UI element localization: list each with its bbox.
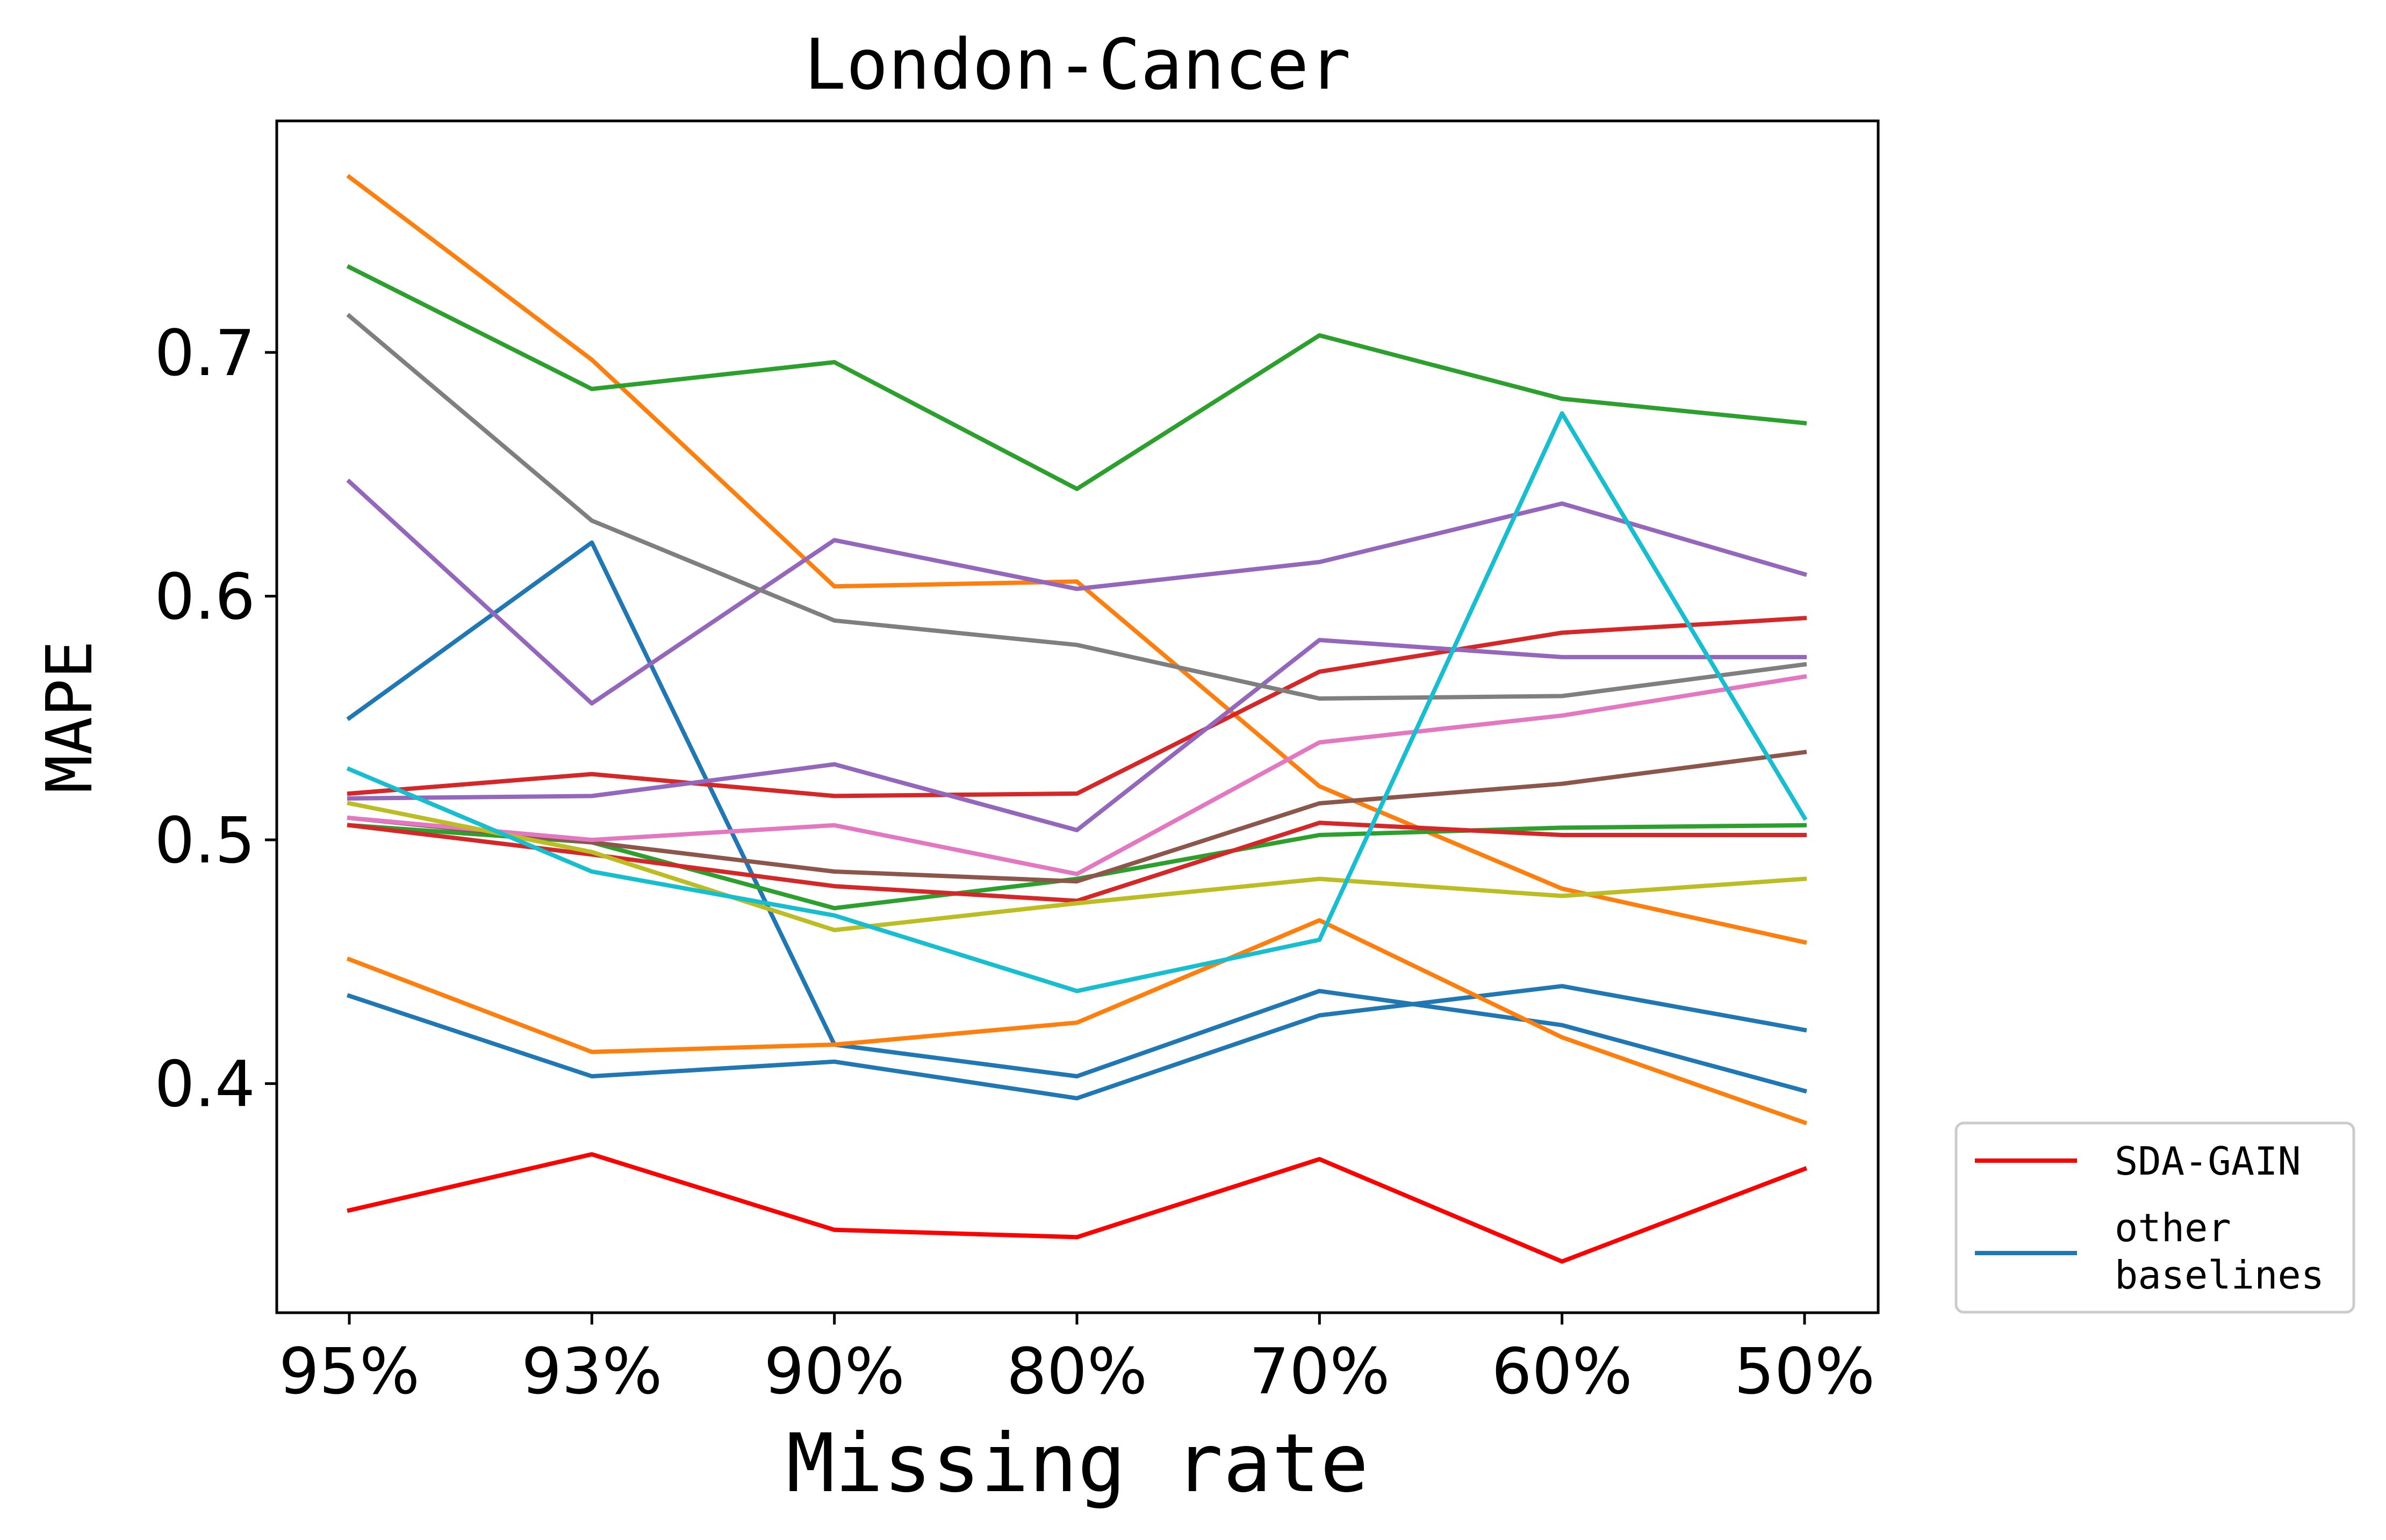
x-axis: 95% 93% 90% 80% 70% 60% 50% [279,1313,1875,1408]
x-tick-label: 70% [1249,1334,1390,1408]
y-tick-label: 0.7 [154,316,255,390]
series-line-baseline-8 [347,821,1807,903]
series-line-baseline-11 [347,750,1807,884]
legend-label: SDA-GAIN [2115,1139,2301,1184]
x-tick-label: 93% [521,1334,662,1408]
series-line-baseline-2 [346,984,1807,1100]
series-line-sda-gain [347,1152,1808,1264]
series-line-baseline-3 [346,174,1807,945]
y-tick-label: 0.4 [154,1047,255,1121]
chart-title: London-Cancer [804,24,1350,105]
x-tick-label: 60% [1492,1334,1633,1408]
x-axis-label: Missing rate [786,1417,1369,1510]
series-line-baseline-5 [346,264,1807,491]
series-line-baseline-1 [346,540,1807,1094]
x-tick-label: 90% [764,1334,905,1408]
series-line-baseline-9 [346,478,1807,706]
legend-label: other baselines [2115,1205,2324,1298]
series-line-baseline-13 [346,313,1807,701]
series-line-baseline-12 [347,674,1807,876]
series-line-baseline-14 [347,801,1807,932]
x-tick-label: 50% [1734,1334,1875,1408]
y-tick-label: 0.6 [154,559,255,634]
y-axis: 0.4 0.5 0.6 0.7 [154,316,277,1121]
series-line-baseline-15 [346,411,1808,994]
legend-frame [1954,1121,2355,1314]
series-layer [346,174,1808,1264]
legend: SDA-GAIN other baselines [1954,1121,2355,1314]
y-tick-label: 0.5 [154,803,255,877]
series-line-baseline-7 [347,616,1807,798]
plot-frame [275,119,1880,1314]
series-line-baseline-10 [347,638,1807,832]
y-axis-label: MAPE [32,641,106,793]
x-tick-label: 95% [279,1334,420,1408]
x-tick-label: 80% [1007,1334,1147,1408]
series-line-baseline-4 [346,918,1808,1126]
